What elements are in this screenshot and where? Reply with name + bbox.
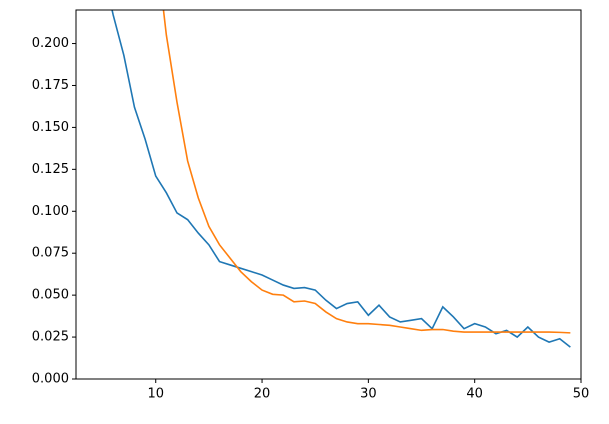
line-series	[162, 10, 571, 334]
plot-area	[111, 10, 571, 348]
x-tick-label: 10	[147, 387, 164, 402]
y-tick-label: 0.050	[32, 288, 69, 303]
x-tick-label: 50	[573, 387, 590, 402]
y-tick-label: 0.150	[32, 120, 69, 135]
x-tick-label: 20	[254, 387, 271, 402]
y-tick-label: 0.000	[32, 372, 69, 387]
y-tick-label: 0.025	[32, 330, 69, 345]
y-tick-label: 0.200	[32, 36, 69, 51]
x-tick-label: 30	[360, 387, 377, 402]
line-series	[111, 10, 571, 348]
y-tick-label: 0.100	[32, 204, 69, 219]
y-tick-label: 0.075	[32, 246, 69, 261]
y-tick-label: 0.125	[32, 162, 69, 177]
axes-frame	[75, 9, 582, 380]
x-tick-label: 40	[466, 387, 483, 402]
y-tick-label: 0.175	[32, 78, 69, 93]
